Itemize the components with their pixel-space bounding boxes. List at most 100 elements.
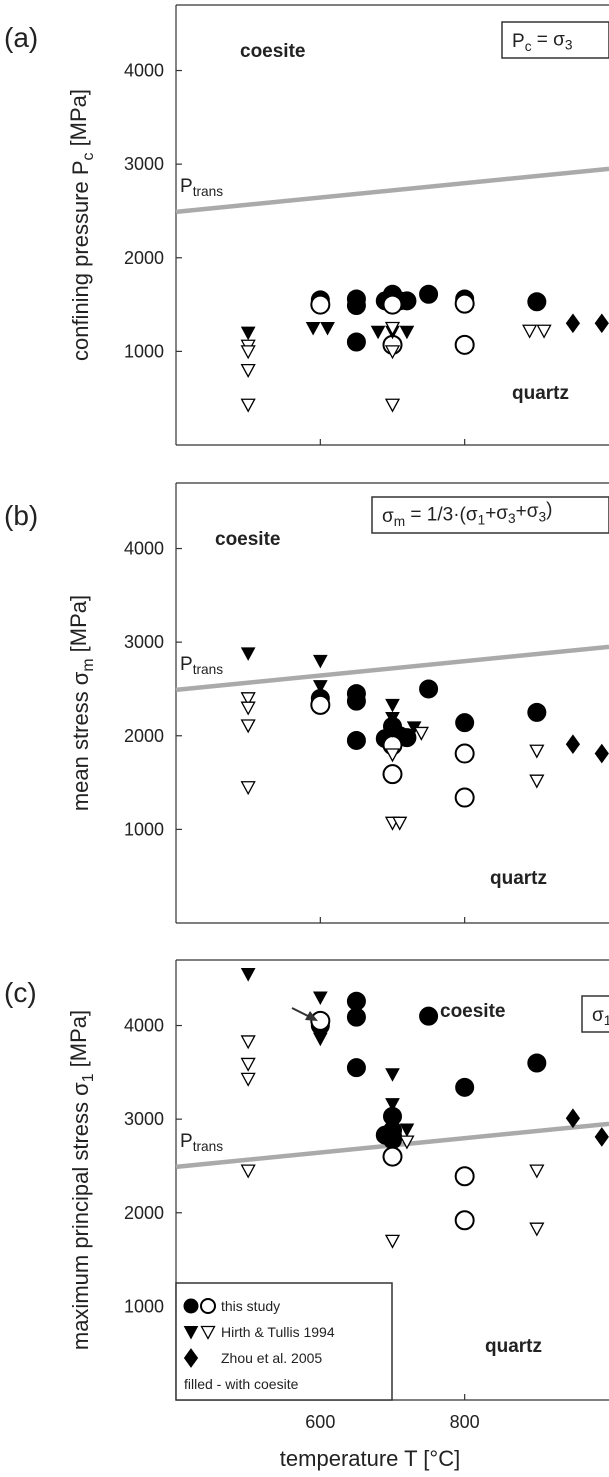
data-point <box>383 1130 402 1150</box>
data-point <box>240 647 256 661</box>
y-tick-label: 3000 <box>124 154 164 174</box>
data-point <box>240 1035 256 1050</box>
text-part: = σ <box>532 29 566 50</box>
transition-line <box>175 644 609 693</box>
y-tick-label: 4000 <box>124 539 164 559</box>
stress-label: Pc = σ3 <box>512 29 573 54</box>
subscript: trans <box>193 184 224 199</box>
data-point <box>454 1166 475 1187</box>
transition-label: Ptrans <box>180 1131 223 1154</box>
legend-label: Zhou et al. 2005 <box>221 1350 322 1366</box>
data-point <box>529 744 545 759</box>
data-point <box>385 1117 400 1132</box>
data-point <box>346 296 366 316</box>
y-axis-label: mean stress σm [MPa] <box>66 595 97 811</box>
data-point <box>455 713 475 733</box>
data-point <box>419 1006 439 1026</box>
data-point <box>419 284 439 304</box>
data-point <box>240 1057 256 1072</box>
legend-label: this study <box>221 1298 280 1314</box>
text-part: [MPa] <box>66 89 91 153</box>
y-axis-label: confining pressure Pc [MPa] <box>66 89 97 361</box>
data-point <box>454 743 475 764</box>
y-tick-label: 4000 <box>124 1016 164 1036</box>
text-part: +σ <box>485 503 508 524</box>
x-axis-label: temperature T [°C] <box>280 1446 460 1471</box>
data-point <box>346 1007 366 1027</box>
text-part: = 1/3·(σ <box>405 504 478 525</box>
x-tick-label: 800 <box>450 1412 480 1432</box>
y-tick-label: 3000 <box>124 1109 164 1129</box>
data-point <box>240 326 256 341</box>
data-point <box>312 1032 328 1047</box>
text-part: ) <box>546 500 552 521</box>
data-point <box>346 332 366 352</box>
subscript: 1 <box>478 513 486 528</box>
stress-box <box>581 995 609 1033</box>
field-label: coesite <box>240 41 305 62</box>
y-tick-label: 2000 <box>124 248 164 268</box>
text-part: mean stress σ <box>68 671 93 811</box>
y-tick-label: 4000 <box>124 61 164 81</box>
stress-label: σ1 <box>592 1005 609 1028</box>
subscript: c <box>80 152 97 160</box>
legend-symbol <box>183 1298 199 1314</box>
data-point <box>384 748 401 763</box>
text-part: P <box>180 1131 193 1152</box>
data-point <box>240 968 256 982</box>
field-label: quartz <box>490 868 547 889</box>
legend-symbol <box>200 1325 216 1340</box>
panel-label: (a) <box>4 22 38 53</box>
data-point <box>455 1077 475 1097</box>
data-point <box>527 702 547 722</box>
data-point <box>384 1234 401 1249</box>
data-point <box>399 325 415 340</box>
data-point <box>527 1053 547 1073</box>
legend-symbol <box>200 1298 216 1314</box>
arrow-head <box>305 1011 318 1021</box>
y-tick-label: 1000 <box>124 819 164 839</box>
text-part: σ <box>592 1005 604 1026</box>
field-label: quartz <box>512 383 569 404</box>
data-point <box>536 324 552 339</box>
data-point <box>240 701 256 716</box>
legend-note: filled - with coesite <box>184 1376 299 1392</box>
legend-symbol <box>183 1348 199 1368</box>
field-label: coesite <box>215 529 280 550</box>
subscript: 3 <box>538 509 546 524</box>
text-part: maximum principal stress σ <box>68 1082 93 1350</box>
stress-label: σm = 1/3·(σ1+σ3+σ3) <box>382 500 552 529</box>
y-tick-label: 3000 <box>124 632 164 652</box>
data-point <box>385 711 400 726</box>
data-point <box>399 1135 415 1150</box>
data-point <box>312 654 328 669</box>
data-point <box>346 991 366 1011</box>
data-point <box>454 334 475 355</box>
data-point <box>384 398 401 413</box>
x-tick-label: 600 <box>305 1412 335 1432</box>
data-point <box>320 321 335 336</box>
subscript: 3 <box>508 511 516 526</box>
transition-label: Ptrans <box>180 176 223 199</box>
data-point <box>310 294 331 315</box>
data-point <box>399 1123 415 1137</box>
data-point <box>454 787 475 808</box>
data-point <box>312 680 328 694</box>
text-part: P <box>180 654 193 675</box>
data-point <box>384 321 401 336</box>
data-point <box>565 1108 581 1129</box>
data-point <box>565 734 581 755</box>
stress-box <box>371 496 609 534</box>
y-tick-label: 1000 <box>124 1296 164 1316</box>
text-part: confining pressure P <box>68 160 93 361</box>
data-point <box>594 313 609 334</box>
y-axis-label: maximum principal stress σ1 [MPa] <box>66 1010 97 1350</box>
field-label: coesite <box>440 1001 505 1022</box>
y-tick-label: 1000 <box>124 341 164 361</box>
data-point <box>529 774 545 789</box>
data-point <box>594 743 609 764</box>
data-point <box>240 345 256 360</box>
data-point <box>346 1058 366 1078</box>
data-point <box>385 698 400 713</box>
